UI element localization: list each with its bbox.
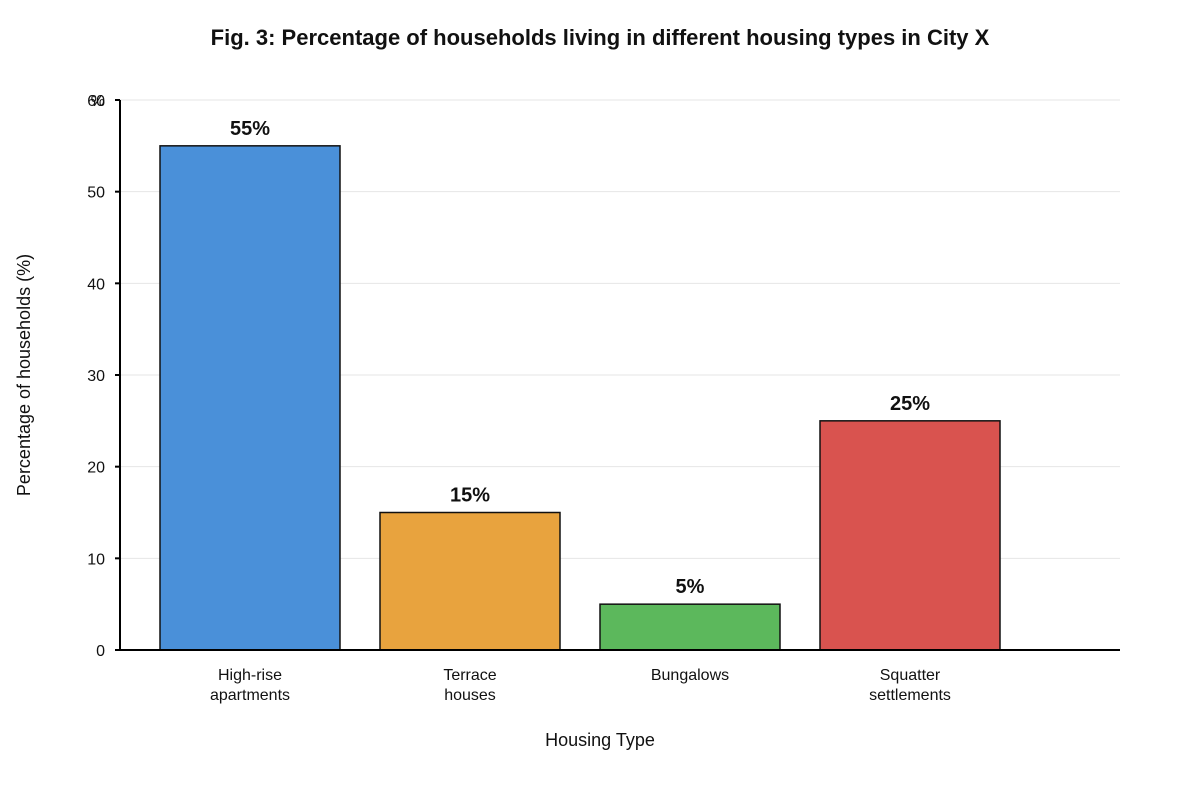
y-tick-label-30: 30 — [87, 368, 105, 385]
x-axis-label: Housing Type — [545, 730, 655, 750]
x-category-label-3-1: settlements — [869, 687, 951, 704]
x-category-label-1-1: houses — [444, 687, 496, 704]
y-tick-label-20: 20 — [87, 460, 105, 477]
y-tick-label-60: 60 — [87, 93, 105, 110]
data-label-1: 15% — [450, 485, 490, 507]
y-tick-label-50: 50 — [87, 185, 105, 202]
data-label-3: 25% — [890, 393, 930, 415]
data-label-0: 55% — [230, 118, 270, 140]
x-category-label-2-0: Bungalows — [651, 667, 729, 684]
x-category-label-3-0: Squatter — [880, 667, 941, 684]
data-labels: 55% 15% 5% 25% — [230, 118, 930, 598]
bar-0 — [159, 145, 341, 651]
y-tick-label-40: 40 — [87, 276, 105, 293]
y-tick-label-0: 0 — [96, 643, 105, 660]
y-tick-label-10: 10 — [87, 551, 105, 568]
bar-1 — [379, 511, 561, 651]
chart-title: Fig. 3: Percentage of households living … — [211, 25, 990, 50]
data-label-2: 5% — [676, 576, 705, 598]
y-ticks: 0 10 20 30 40 50 60% — [87, 93, 120, 660]
x-category-label-0-1: apartments — [210, 687, 290, 704]
x-category-label-1-0: Terrace — [443, 667, 496, 684]
bars — [159, 145, 1001, 651]
bar-2 — [599, 603, 781, 651]
x-category-labels: High-rise apartments Terrace houses Bungalow… — [210, 667, 951, 704]
y-axis-label: Percentage of households (%) — [14, 254, 34, 496]
y-unit-tick: % — [91, 93, 105, 110]
bar-3 — [819, 420, 1001, 651]
x-category-label-0-0: High-rise — [218, 667, 282, 684]
